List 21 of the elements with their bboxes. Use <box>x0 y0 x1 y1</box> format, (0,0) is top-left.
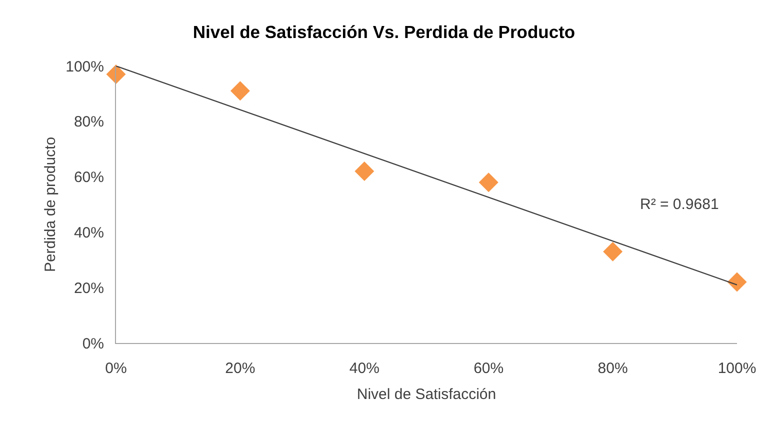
y-tick-label: 80% <box>74 114 104 131</box>
x-tick-label: 80% <box>598 360 628 377</box>
y-tick-label: 100% <box>66 58 104 76</box>
point <box>230 81 250 101</box>
point <box>727 272 747 292</box>
y-tick-label: 20% <box>74 280 104 297</box>
y-tick-label: 0% <box>82 335 104 352</box>
x-tick-label: 100% <box>718 360 756 377</box>
y-axis-title: Perdida de producto <box>42 136 59 272</box>
point <box>354 162 374 182</box>
x-axis-title: Nivel de Satisfacción <box>356 386 496 403</box>
x-tick-label: 20% <box>225 360 256 377</box>
y-tick-label: 60% <box>74 169 104 186</box>
x-tick-label: 60% <box>474 360 504 377</box>
x-tick-label: 40% <box>349 360 380 377</box>
x-tick-label: 0% <box>105 360 127 377</box>
chart-title: Nivel de Satisfacción Vs. Perdida de Producto <box>192 22 576 42</box>
point <box>478 172 498 192</box>
point <box>603 242 623 262</box>
y-tick-label: 40% <box>74 224 104 242</box>
annotation: R² = 0.9681 <box>640 196 719 213</box>
